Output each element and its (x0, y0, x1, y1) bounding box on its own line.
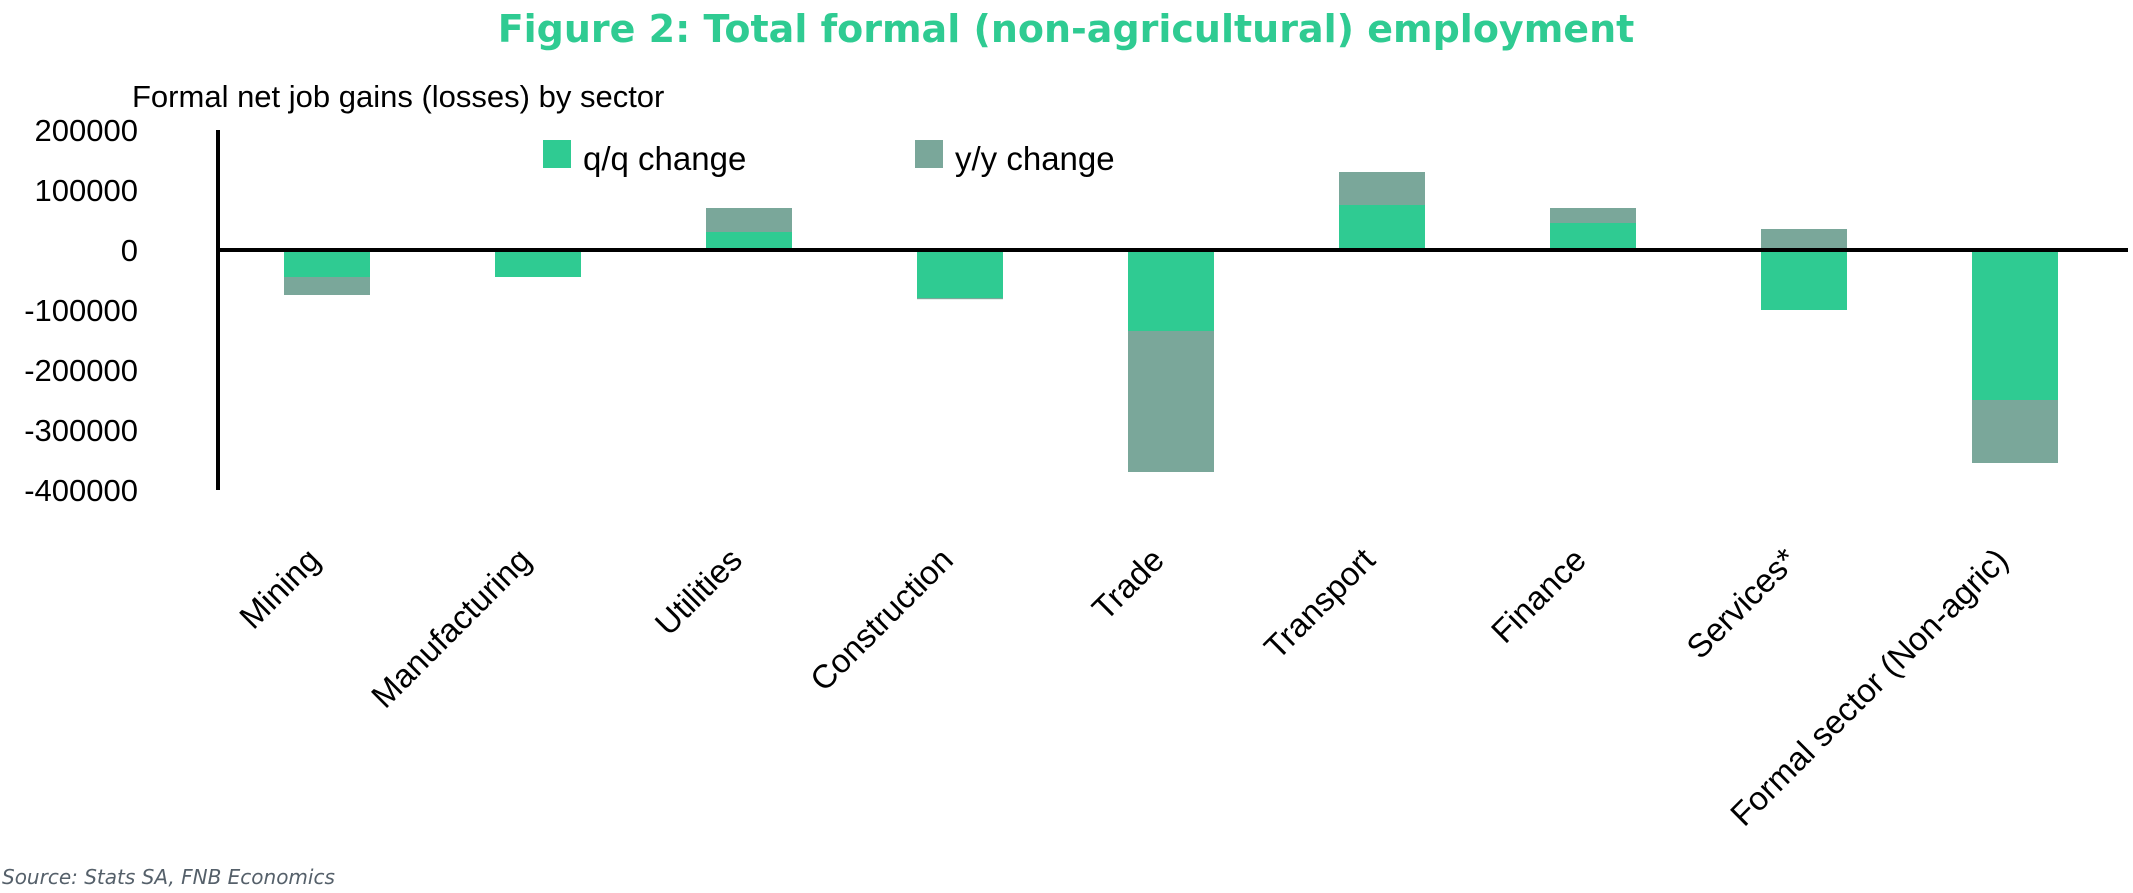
bar-qq-5 (1128, 250, 1214, 331)
x-tick-label: Trade (1085, 541, 1171, 627)
legend-label-qq: q/q change (583, 140, 746, 177)
legend-label-yy: y/y change (955, 140, 1115, 177)
y-tick-label: 200000 (35, 113, 138, 148)
x-tick-label: Manufacturing (364, 541, 538, 715)
bar-yy-6 (1339, 172, 1425, 205)
x-tick-label: Finance (1484, 541, 1593, 650)
legend-swatch-yy (915, 140, 943, 168)
x-tick-label: Construction (803, 541, 960, 698)
legend: q/q change y/y change (543, 140, 1115, 177)
bar-yy-5 (1128, 331, 1214, 472)
bar-yy-4 (917, 298, 1003, 300)
y-tick-label: -200000 (24, 353, 138, 388)
bar-qq-7 (1550, 223, 1636, 250)
bar-qq-1 (284, 250, 370, 277)
x-tick-label: Transport (1257, 541, 1382, 666)
bar-qq-6 (1339, 205, 1425, 250)
bar-yy-8 (1761, 229, 1847, 250)
bar-qq-2 (495, 250, 581, 277)
x-labels: Mining Manufacturing Utilities Construction… (232, 541, 2015, 833)
bar-qq-3 (706, 232, 792, 250)
x-tick-label: Services* (1679, 541, 1804, 666)
chart-title: Figure 2: Total formal (non-agricultural… (498, 7, 1635, 51)
y-tick-label: 100000 (35, 173, 138, 208)
bar-yy-1 (284, 277, 370, 295)
chart-subtitle: Formal net job gains (losses) by sector (132, 79, 664, 114)
x-tick-label: Utilities (648, 541, 749, 642)
y-tick-label: -400000 (24, 473, 138, 508)
bar-yy-7 (1550, 208, 1636, 223)
y-tick-label: 0 (121, 233, 138, 268)
x-tick-label: Mining (232, 541, 327, 636)
legend-swatch-qq (543, 140, 571, 168)
bar-qq-9 (1972, 250, 2058, 400)
bar-qq-4 (917, 250, 1003, 298)
source-note: Source: Stats SA, FNB Economics (2, 865, 335, 889)
bar-yy-9 (1972, 400, 2058, 463)
bar-yy-3 (706, 208, 792, 232)
bar-qq-8 (1761, 250, 1847, 310)
y-ticks: 200000 100000 0 -100000 -200000 -300000 -40000… (24, 113, 138, 508)
bars (284, 172, 2058, 472)
y-tick-label: -100000 (24, 293, 138, 328)
y-tick-label: -300000 (24, 413, 138, 448)
